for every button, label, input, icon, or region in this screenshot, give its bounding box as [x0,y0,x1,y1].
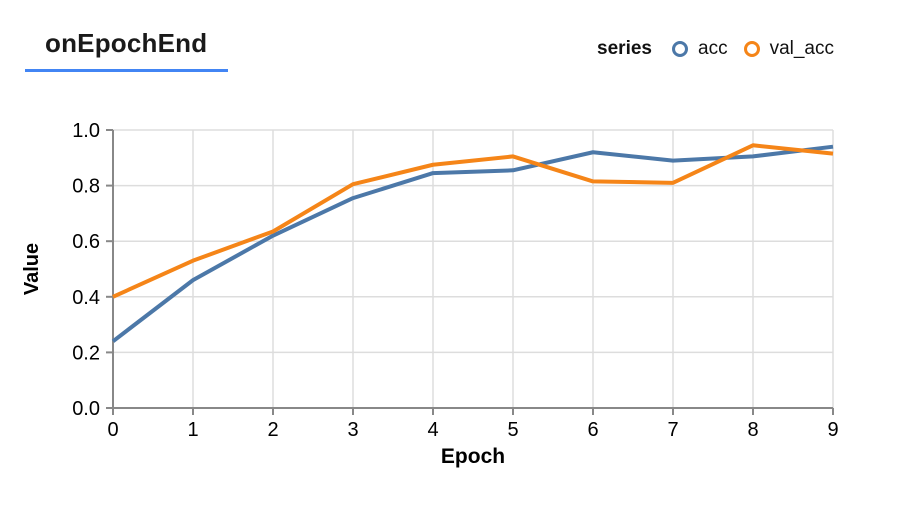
x-tick-label: 6 [587,419,598,441]
y-tick-label: 0.8 [72,176,100,198]
x-tick-label: 2 [267,419,278,441]
y-tick-label: 0.4 [72,287,100,309]
y-tick-label: 1.0 [72,120,100,142]
page-title: onEpochEnd [45,28,208,58]
y-tick-label: 0.6 [72,231,100,253]
x-tick-label: 7 [667,419,678,441]
title-underline [25,69,228,72]
y-tick-label: 0.2 [72,342,100,364]
val_acc-line [112,143,834,299]
x-tick-label: 1 [187,419,198,441]
legend-series-label: series [597,38,652,59]
x-tick-label: 5 [507,419,518,441]
x-tick-label: 4 [427,419,438,441]
x-axis-title: Epoch [441,445,505,468]
legend-item-val-acc: val_acc [743,38,834,60]
x-tick-label: 9 [827,419,838,441]
acc-series-circle-icon [672,41,688,57]
chart-legend: series acc val_acc [597,38,834,60]
x-tick-label: 8 [747,419,758,441]
y-tick-label: 0.0 [72,398,100,420]
legend-item-acc: acc [672,38,728,60]
y-axis-title: Value [21,243,43,295]
legend-item-label: acc [698,38,728,59]
legend-item-label: val_acc [769,38,834,59]
x-tick-label: 0 [107,419,118,441]
val-acc-series-circle-icon [743,41,760,57]
x-tick-label: 3 [347,419,358,441]
acc-line [111,144,834,343]
